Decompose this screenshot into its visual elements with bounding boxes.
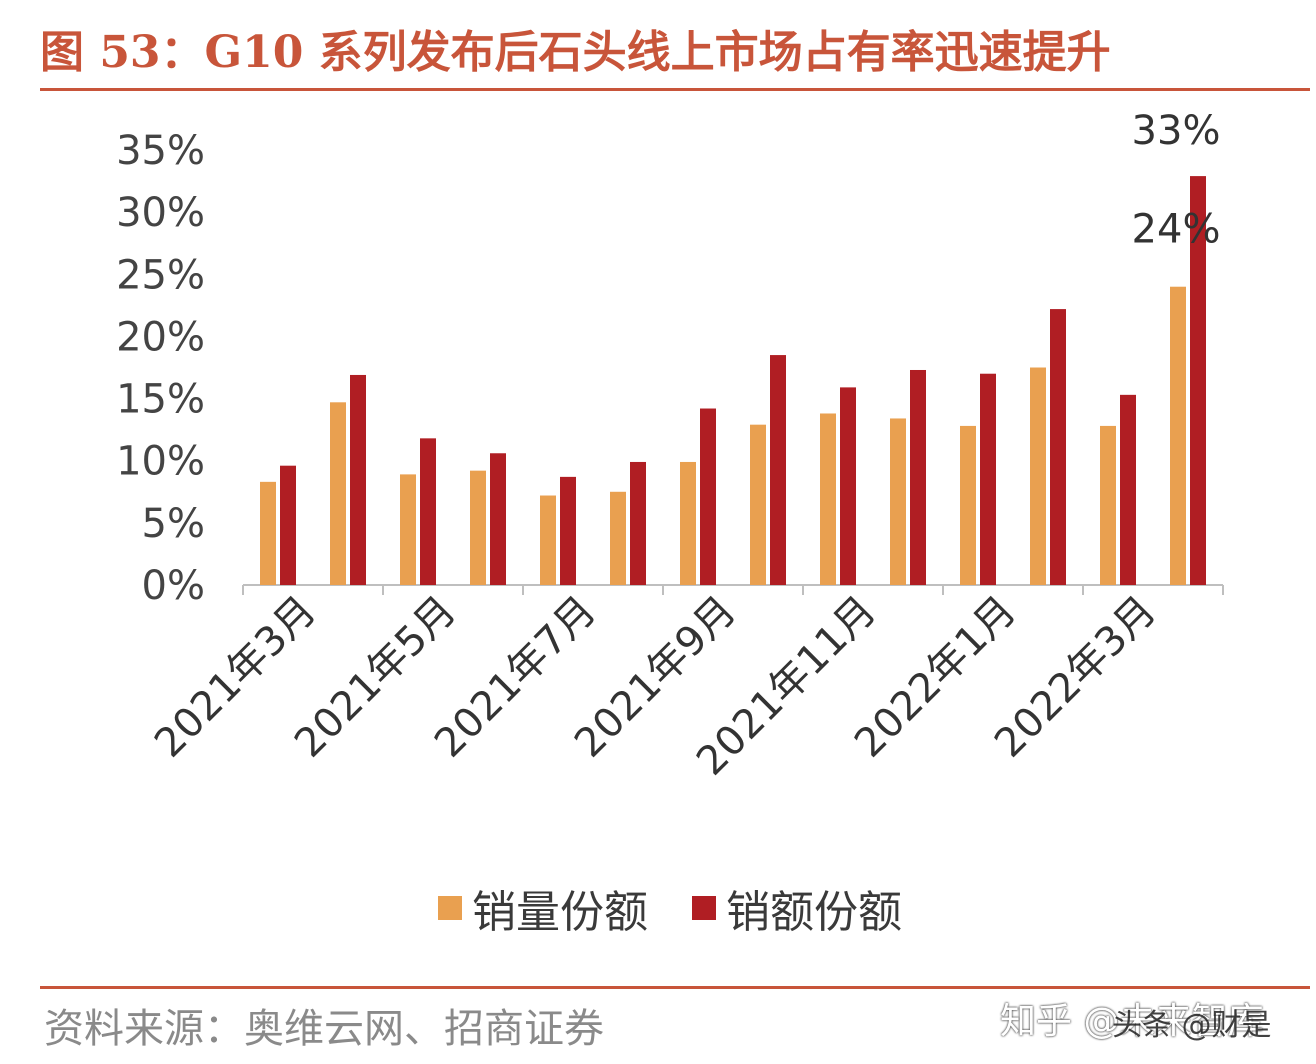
bar-volume-share xyxy=(750,424,766,585)
chart-title: 图 53：G10 系列发布后石头线上市场占有率迅速提升 xyxy=(40,27,1111,78)
title-divider xyxy=(40,88,1310,91)
chart-area: 0% 5% 10% 15% 20% 25% 30% 35% 24% 33% 2021年3月 2021年… xyxy=(0,95,1316,889)
bar-volume-share xyxy=(820,413,836,585)
legend-label-volume: 销量份额 xyxy=(472,887,648,938)
bar-volume-share xyxy=(400,474,416,585)
bar-value-share xyxy=(630,461,646,585)
bar-value-share xyxy=(840,387,856,585)
watermark-toutiao: 头条 @财是 xyxy=(1112,1008,1272,1043)
bar-volume-share xyxy=(680,461,696,585)
bar-volume-share xyxy=(1030,367,1046,585)
bar-value-share xyxy=(980,373,996,585)
bar-volume-share xyxy=(960,425,976,585)
legend-swatch-value xyxy=(692,896,716,920)
y-tick-label: 35% xyxy=(116,128,205,174)
bar-value-share xyxy=(560,476,576,585)
y-tick-label: 20% xyxy=(116,314,205,360)
y-tick-label: 30% xyxy=(116,190,205,236)
bar-volume-share xyxy=(330,402,346,585)
bar-value-share xyxy=(420,438,436,585)
bar-volume-share xyxy=(540,495,556,585)
bar-volume-share xyxy=(1170,286,1186,585)
legend-item-volume: 销量份额 xyxy=(438,876,648,940)
bar-value-share xyxy=(350,374,366,585)
footer-divider xyxy=(40,986,1310,989)
legend-item-value: 销额份额 xyxy=(692,876,902,940)
bar-volume-share xyxy=(1100,425,1116,585)
bar-value-share xyxy=(1190,176,1206,585)
watermark-zhihu: 知乎 @未来智库 xyxy=(1000,1001,1264,1042)
legend-swatch-volume xyxy=(438,896,462,920)
y-tick-label: 5% xyxy=(142,501,205,547)
bar-value-share xyxy=(770,355,786,585)
data-label-value: 33% xyxy=(1132,108,1221,154)
bar-value-share xyxy=(490,453,506,585)
bar-value-share xyxy=(910,369,926,585)
y-tick-label: 10% xyxy=(116,439,205,485)
source-note: 资料来源：奥维云网、招商证券 xyxy=(44,1006,604,1052)
bar-value-share xyxy=(1050,309,1066,585)
bar-value-share xyxy=(1120,394,1136,585)
bar-value-share xyxy=(280,465,296,585)
bar-value-share xyxy=(700,408,716,585)
bar-volume-share xyxy=(890,418,906,585)
bar-volume-share xyxy=(470,470,486,585)
bar-chart: 0%5%10%15%20%25%30%35%24%33%2021年3月2021年… xyxy=(116,108,1224,785)
legend-label-value: 销额份额 xyxy=(726,887,902,938)
y-tick-label: 0% xyxy=(142,563,205,609)
bar-volume-share xyxy=(610,491,626,585)
y-tick-label: 25% xyxy=(116,252,205,298)
bar-volume-share xyxy=(260,481,276,585)
legend: 销量份额 销额份额 xyxy=(438,878,902,938)
y-tick-label: 15% xyxy=(116,377,205,423)
data-label-volume: 24% xyxy=(1132,207,1221,253)
